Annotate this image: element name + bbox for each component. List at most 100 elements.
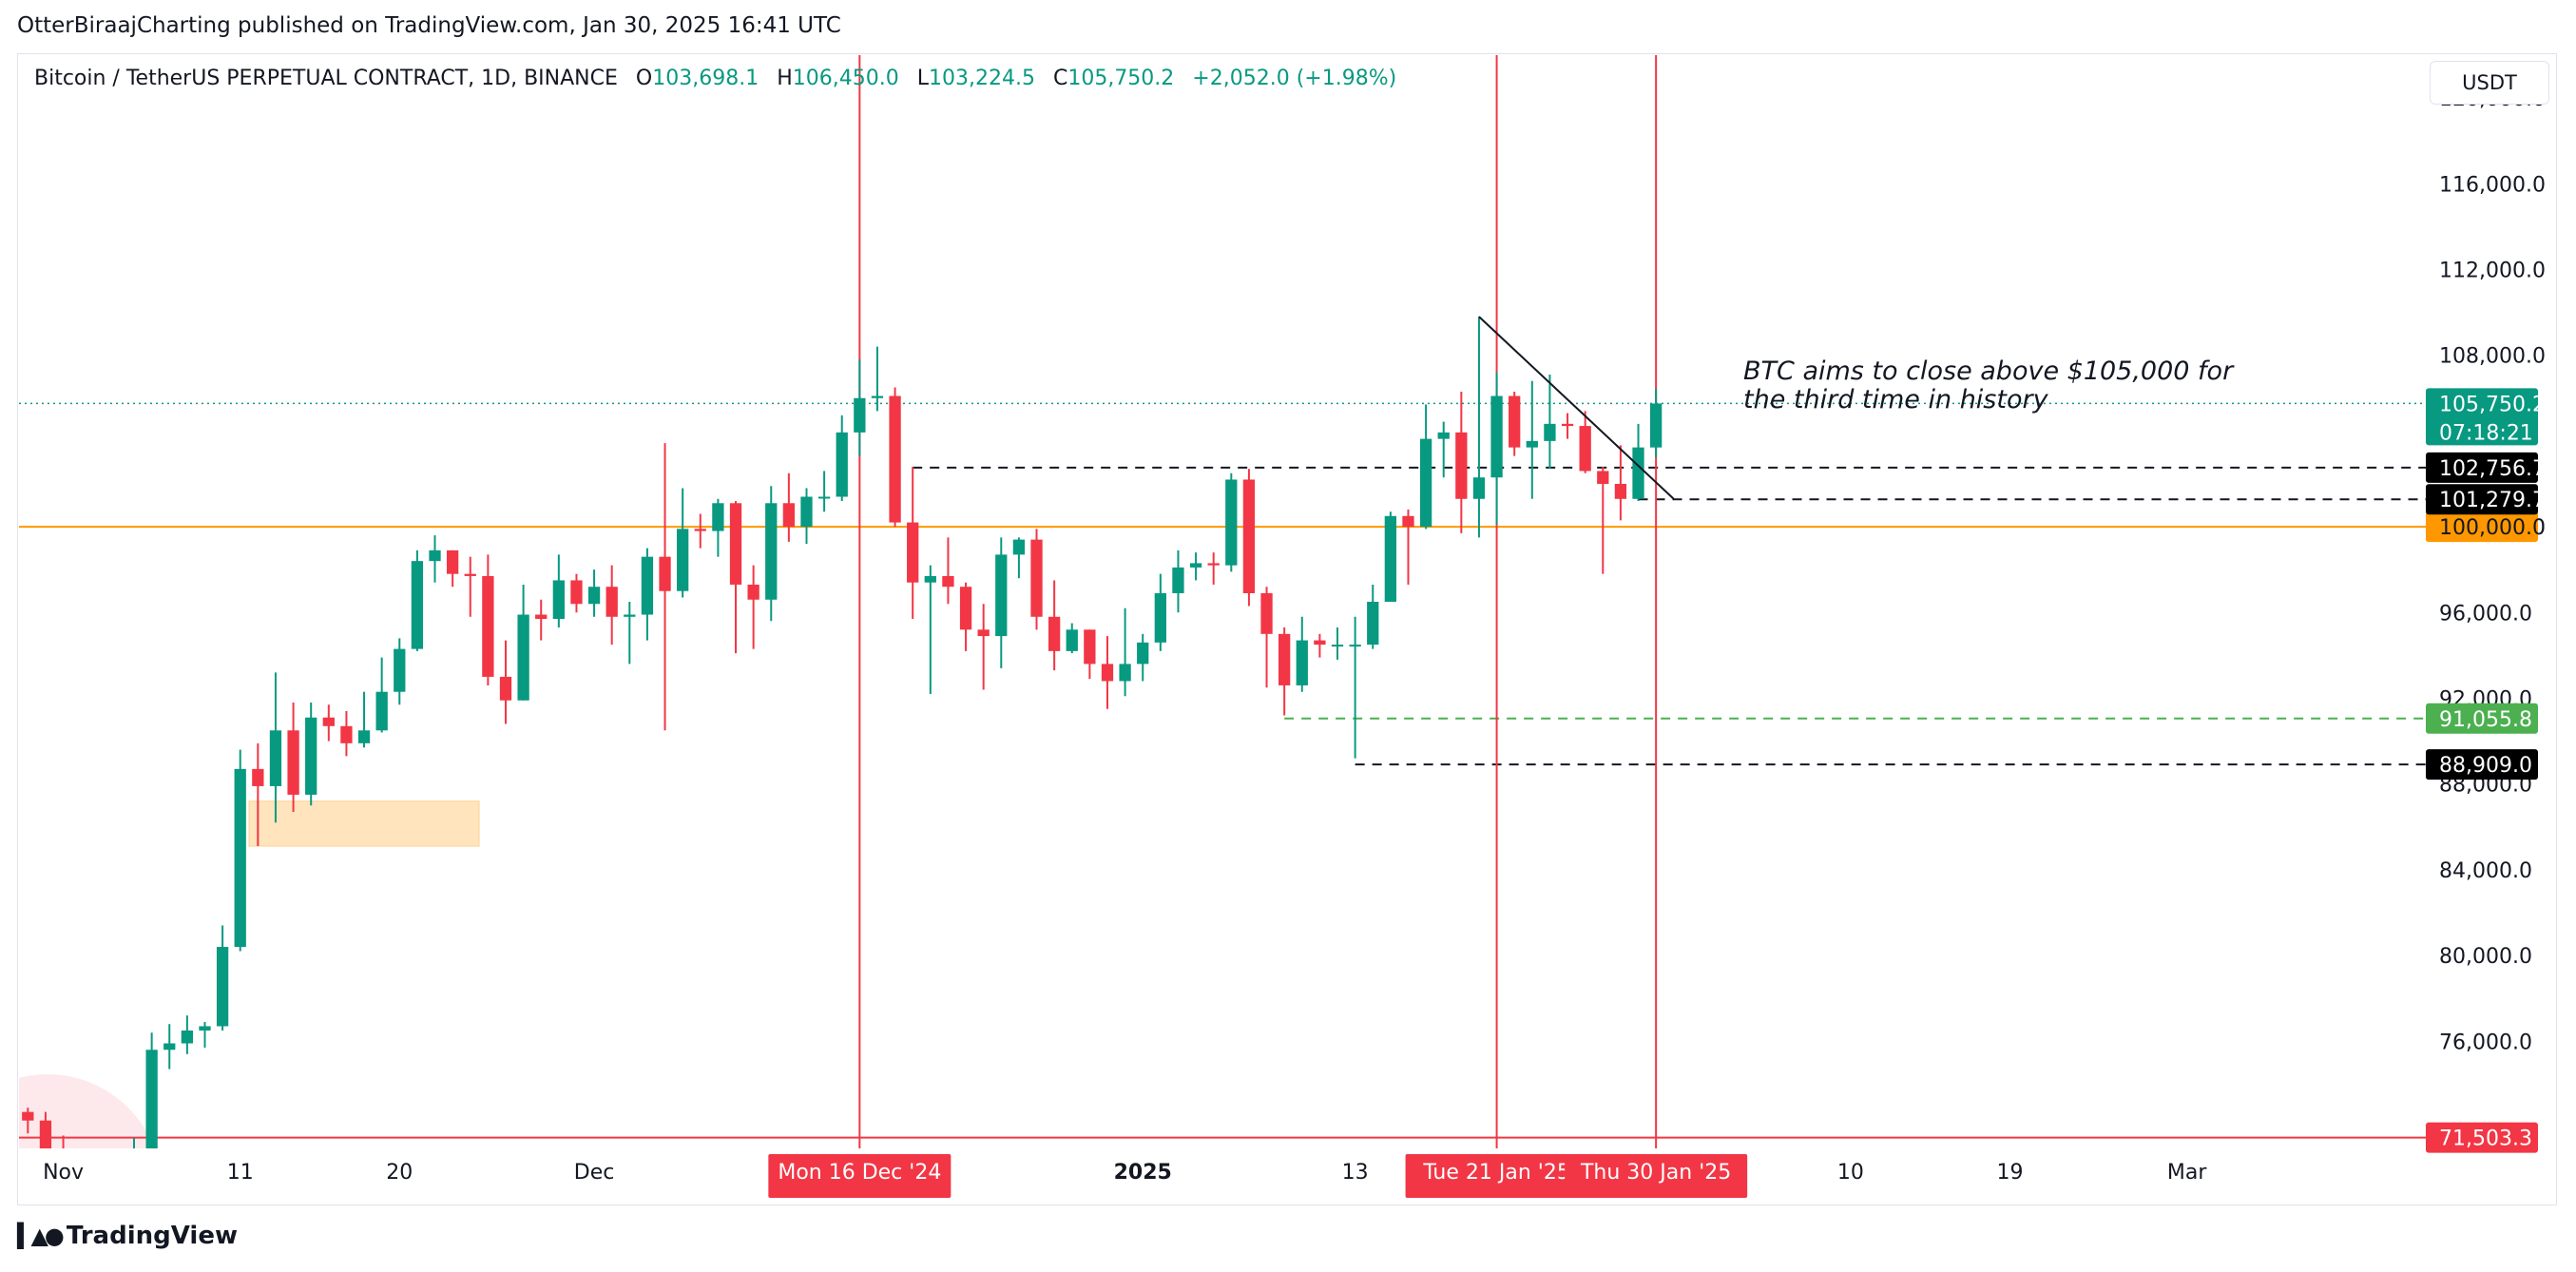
price-label-last-text: 105,750.2 <box>2439 393 2546 416</box>
price-label-last: 105,750.2 07:18:21 <box>2426 388 2546 446</box>
tradingview-logo[interactable]: ▍▲● TradingView <box>17 1222 238 1250</box>
trendline <box>1478 316 1675 500</box>
candle-body <box>305 717 317 795</box>
candle-body <box>836 432 848 497</box>
candle-body <box>181 1030 194 1044</box>
candle <box>552 554 565 628</box>
candle <box>659 443 671 731</box>
price-label-101279: 101,279.7 <box>2426 484 2546 515</box>
chart-annotation[interactable]: BTC aims to close above $105,000 for the… <box>1743 357 2233 414</box>
candle-body <box>93 1185 105 1198</box>
candle-body <box>694 529 706 531</box>
candle-body <box>1367 602 1379 646</box>
candle <box>782 472 796 542</box>
candle-body <box>1137 642 1149 665</box>
candle-body <box>411 561 424 649</box>
candle <box>252 742 264 847</box>
candle-body <box>322 717 335 726</box>
candle <box>889 387 901 528</box>
candle-body <box>1349 645 1361 647</box>
symbol-name: Bitcoin / TetherUS PERPETUAL CONTRACT, 1… <box>34 67 618 90</box>
candle <box>62 1135 65 1148</box>
candle <box>817 471 831 512</box>
candle <box>1419 404 1432 530</box>
candle <box>1490 372 1503 525</box>
x-tick-label: 10 <box>1837 1161 1864 1185</box>
candle <box>1472 317 1486 538</box>
candle <box>322 704 335 742</box>
candle-body <box>39 1120 52 1148</box>
price-label-71503-bg <box>2426 1122 2538 1153</box>
candle-body <box>394 648 406 692</box>
candle-body <box>729 503 742 585</box>
date-badge-text: Mon 16 Dec '24 <box>778 1161 941 1185</box>
candle <box>1455 392 1468 533</box>
x-tick-label: Dec <box>574 1161 615 1185</box>
candle-body <box>482 575 494 677</box>
high-value: 106,450.0 <box>792 67 899 90</box>
candle <box>22 1108 34 1134</box>
candle-body <box>552 580 565 620</box>
candle-body <box>340 725 353 743</box>
date-badge-text: Thu 30 Jan '25 <box>1580 1161 1731 1185</box>
candle <box>499 640 512 724</box>
price-label-102756: 102,756.7 <box>2426 452 2546 483</box>
candle-body <box>163 1043 176 1050</box>
candle <box>1367 584 1379 649</box>
candle-body <box>1189 563 1202 568</box>
candle <box>1260 587 1273 688</box>
candle <box>1509 392 1521 456</box>
candle-body <box>1012 539 1026 555</box>
candle <box>340 711 353 757</box>
price-label-91055-bg <box>2426 703 2538 734</box>
candle-body <box>287 730 299 795</box>
candle-body <box>747 584 759 600</box>
candle-body <box>1579 426 1591 472</box>
symbol-legend[interactable]: Bitcoin / TetherUS PERPETUAL CONTRACT, 1… <box>34 67 1396 90</box>
candle <box>199 1021 211 1049</box>
candle <box>305 702 317 806</box>
x-tick-label: 20 <box>386 1161 413 1185</box>
currency-button[interactable]: USDT <box>2430 61 2549 105</box>
candle <box>464 556 476 617</box>
open-value: 103,698.1 <box>652 67 759 90</box>
candle <box>1225 472 1238 572</box>
candle-body <box>269 730 282 786</box>
change-value: +2,052.0 (+1.98%) <box>1192 67 1397 90</box>
tradingview-brand: TradingView <box>66 1222 238 1250</box>
candle <box>924 565 936 694</box>
candle <box>729 501 742 654</box>
candle <box>587 569 601 617</box>
candle-body <box>1544 423 1556 441</box>
candle-body <box>854 397 866 433</box>
candle <box>1048 580 1061 671</box>
y-tick-label: 96,000.0 <box>2439 602 2532 626</box>
candle-body <box>1649 403 1663 448</box>
candle-body <box>907 522 919 583</box>
candle-body <box>1172 567 1184 593</box>
candle-body <box>375 691 388 731</box>
candle <box>1579 411 1591 473</box>
candle <box>977 604 990 690</box>
candle-body <box>677 529 689 591</box>
candle-body <box>1119 664 1131 682</box>
candle-body <box>782 503 796 528</box>
candle <box>1614 445 1627 521</box>
candle-body <box>659 556 671 591</box>
high-label: H <box>777 67 793 90</box>
price-label-88909-bg <box>2426 749 2538 781</box>
candle <box>375 657 388 733</box>
candle <box>1296 616 1308 692</box>
x-tick-label: Nov <box>43 1161 84 1185</box>
candle-body <box>216 947 229 1027</box>
candle <box>959 582 972 651</box>
price-label-last-bg <box>2426 388 2538 446</box>
candle <box>1119 607 1131 697</box>
price-label-88909-text: 88,909.0 <box>2439 754 2532 778</box>
price-label-88909: 88,909.0 <box>2426 749 2538 781</box>
annotation-line-1: BTC aims to close above $105,000 for <box>1743 357 2234 386</box>
candle <box>411 549 424 651</box>
candle <box>1649 388 1663 458</box>
candle-body <box>606 587 618 617</box>
